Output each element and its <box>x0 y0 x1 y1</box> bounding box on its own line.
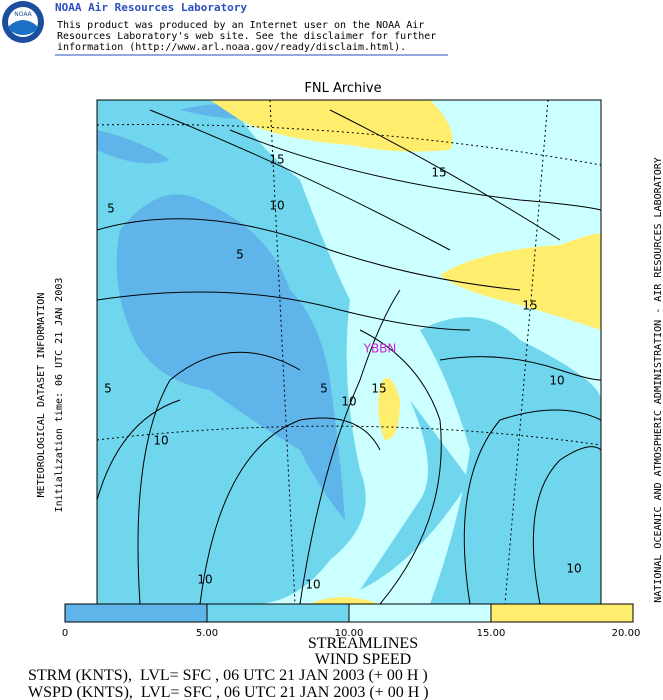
disclaimer: Resources Laboratory's web site. See the… <box>57 31 436 42</box>
footer-line: WSPD (KNTS), LVL= SFC , 06 UTC 21 JAN 20… <box>28 684 429 700</box>
contour-label: 5 <box>107 202 115 216</box>
contour-label: 15 <box>431 166 446 180</box>
footer-line: WIND SPEED <box>315 651 411 668</box>
map <box>96 99 602 605</box>
contour-label: 10 <box>341 395 356 409</box>
contour-label: 10 <box>197 573 212 587</box>
colorbar-label: 5.00 <box>196 628 218 639</box>
contour-label: 10 <box>549 374 564 388</box>
logo-text: NOAA <box>14 11 32 18</box>
disclaimer: information (http://www.arl.noaa.gov/rea… <box>57 42 406 53</box>
header-title: NOAA Air Resources Laboratory <box>55 1 247 14</box>
colorbar-label: 0 <box>62 628 68 639</box>
contour-label: 5 <box>236 248 244 262</box>
colorbar-label: 15.00 <box>477 628 506 639</box>
contour-label: 15 <box>269 153 284 167</box>
contour-label: 10 <box>566 562 581 576</box>
footer-line: STRM (KNTS), LVL= SFC , 06 UTC 21 JAN 20… <box>28 667 428 684</box>
footer-line: STREAMLINES <box>308 635 418 652</box>
contour-label: 10 <box>153 434 168 448</box>
side-label: NATIONAL OCEANIC AND ATMOSPHERIC ADMINIS… <box>653 157 663 603</box>
station-label: YBBN <box>363 342 397 356</box>
side-label: METEOROLOGICAL DATASET INFORMATION <box>36 293 47 498</box>
noaa-logo: NOAA <box>2 1 44 43</box>
contour-label: 10 <box>305 578 320 592</box>
colorbar-label: 10.00 <box>335 628 364 639</box>
contour-label: 10 <box>269 199 284 213</box>
colorbar-label: 20.00 <box>612 628 641 639</box>
contour-label: 15 <box>522 299 537 313</box>
map-title: FNL Archive <box>304 81 381 96</box>
contour-label: 15 <box>371 382 386 396</box>
contour-label: 5 <box>104 382 112 396</box>
disclaimer: This product was produced by an Internet… <box>57 20 424 31</box>
side-label: Initialization time: 06 UTC 21 JAN 2003 <box>54 278 65 513</box>
colorbar <box>64 603 634 623</box>
contour-label: 5 <box>320 382 328 396</box>
